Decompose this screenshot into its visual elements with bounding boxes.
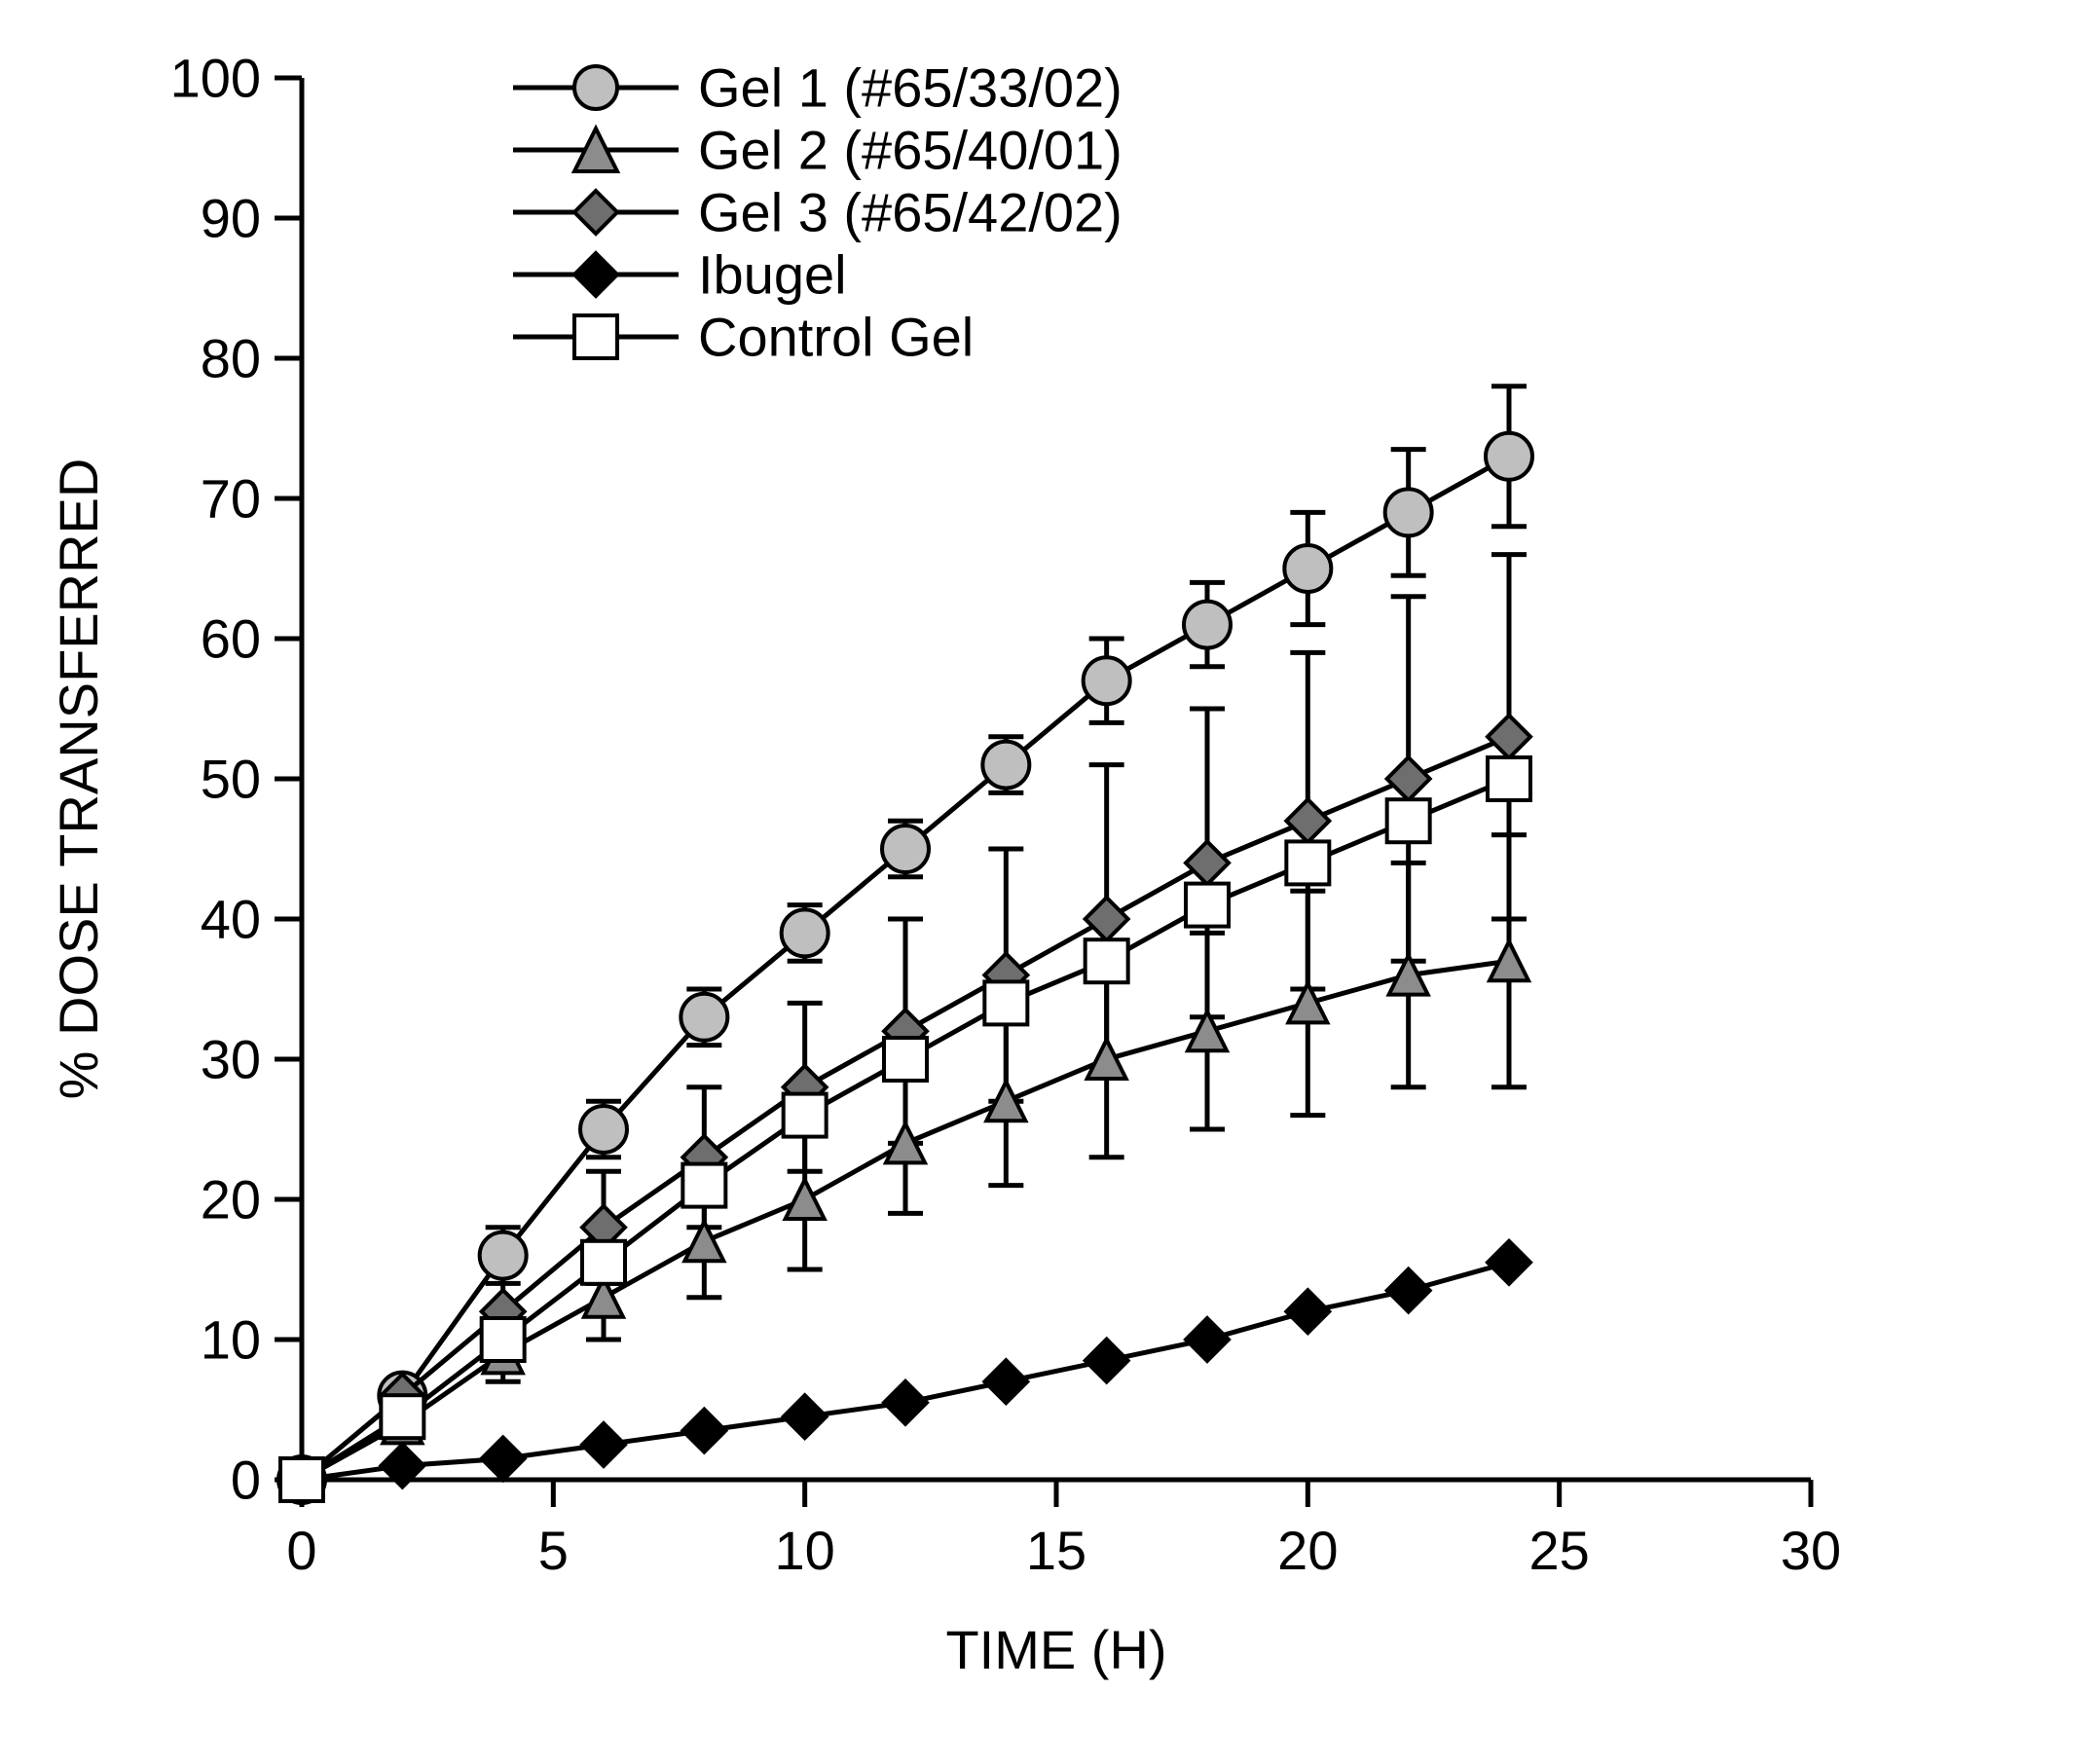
x-tick-label: 0 — [286, 1520, 316, 1581]
y-axis-label: % DOSE TRANSFERRED — [48, 459, 109, 1100]
marker-gel1 — [782, 909, 828, 956]
marker-ibugel — [984, 1360, 1027, 1403]
x-axis-label: TIME (H) — [945, 1619, 1166, 1680]
legend-label-gel3: Gel 3 (#65/42/02) — [698, 182, 1123, 243]
x-tick-label: 20 — [1277, 1520, 1338, 1581]
marker-ibugel — [784, 1395, 827, 1438]
marker-control — [482, 1318, 525, 1361]
marker-gel1 — [1284, 545, 1331, 592]
marker-control — [1186, 884, 1229, 927]
x-tick-label: 10 — [775, 1520, 835, 1581]
legend-label-gel1: Gel 1 (#65/33/02) — [698, 57, 1123, 119]
marker-control — [784, 1094, 827, 1137]
marker-gel1 — [882, 826, 929, 872]
marker-gel1 — [580, 1106, 627, 1153]
marker-gel1 — [681, 994, 727, 1041]
marker-ibugel — [582, 1423, 625, 1466]
y-tick-label: 0 — [231, 1450, 261, 1511]
x-tick-label: 15 — [1026, 1520, 1086, 1581]
y-tick-label: 90 — [201, 188, 261, 249]
marker-gel2 — [786, 1180, 825, 1219]
marker-control — [682, 1164, 725, 1207]
dose-transfer-chart: 0 10 20 30 40 50 60 70 80 90 100 0 5 10 15 20 25 30 TIME (… — [0, 0, 2098, 1764]
x-tick-label: 5 — [538, 1520, 569, 1581]
y-tick-label: 70 — [201, 468, 261, 530]
y-tick-label: 50 — [201, 749, 261, 810]
marker-ibugel — [1488, 1241, 1530, 1284]
x-tick-label: 30 — [1781, 1520, 1841, 1581]
marker-gel1 — [1385, 489, 1432, 535]
legend-label-control: Control Gel — [698, 307, 974, 368]
y-tick-label: 100 — [170, 48, 261, 109]
marker-ibugel — [682, 1410, 725, 1452]
marker-ibugel — [884, 1381, 927, 1424]
marker-ibugel — [1387, 1269, 1430, 1312]
marker-ibugel — [482, 1437, 525, 1480]
marker-gel1 — [1486, 433, 1532, 480]
marker-control — [280, 1458, 323, 1501]
marker-control — [884, 1038, 927, 1081]
y-tick-label: 10 — [201, 1309, 261, 1371]
series-ibugel — [280, 1241, 1530, 1501]
legend-label-gel2: Gel 2 (#65/40/01) — [698, 120, 1123, 181]
x-tick-label: 25 — [1529, 1520, 1590, 1581]
legend-marker-gel3 — [574, 191, 617, 234]
legend-marker-ibugel — [574, 253, 617, 296]
legend-marker-control — [574, 315, 617, 358]
marker-gel2 — [1087, 1040, 1126, 1079]
marker-gel1 — [1184, 602, 1231, 648]
marker-control — [381, 1395, 423, 1438]
marker-control — [1086, 939, 1128, 982]
y-tick-label: 80 — [201, 328, 261, 389]
marker-ibugel — [1286, 1290, 1329, 1333]
marker-gel1 — [480, 1232, 527, 1279]
marker-gel3 — [1086, 898, 1128, 940]
marker-gel1 — [1084, 657, 1130, 704]
marker-gel3 — [1286, 799, 1329, 842]
y-tick-label: 30 — [201, 1029, 261, 1090]
y-tick-label: 20 — [201, 1169, 261, 1231]
marker-ibugel — [1086, 1340, 1128, 1382]
marker-control — [1488, 757, 1530, 800]
marker-gel3 — [1186, 841, 1229, 884]
marker-control — [582, 1241, 625, 1284]
chart-container: 0 10 20 30 40 50 60 70 80 90 100 0 5 10 15 20 25 30 TIME (… — [0, 0, 2098, 1764]
marker-gel1 — [982, 742, 1029, 789]
legend-marker-gel1 — [574, 66, 617, 109]
marker-control — [1286, 841, 1329, 884]
marker-ibugel — [1186, 1318, 1229, 1361]
marker-control — [1387, 799, 1430, 842]
legend-label-ibugel: Ibugel — [698, 244, 847, 306]
marker-control — [984, 981, 1027, 1024]
legend: Gel 1 (#65/33/02)Gel 2 (#65/40/01)Gel 3 … — [513, 57, 1123, 368]
marker-gel3 — [1488, 716, 1530, 758]
marker-gel3 — [1387, 757, 1430, 800]
y-tick-label: 60 — [201, 608, 261, 670]
y-tick-label: 40 — [201, 889, 261, 950]
